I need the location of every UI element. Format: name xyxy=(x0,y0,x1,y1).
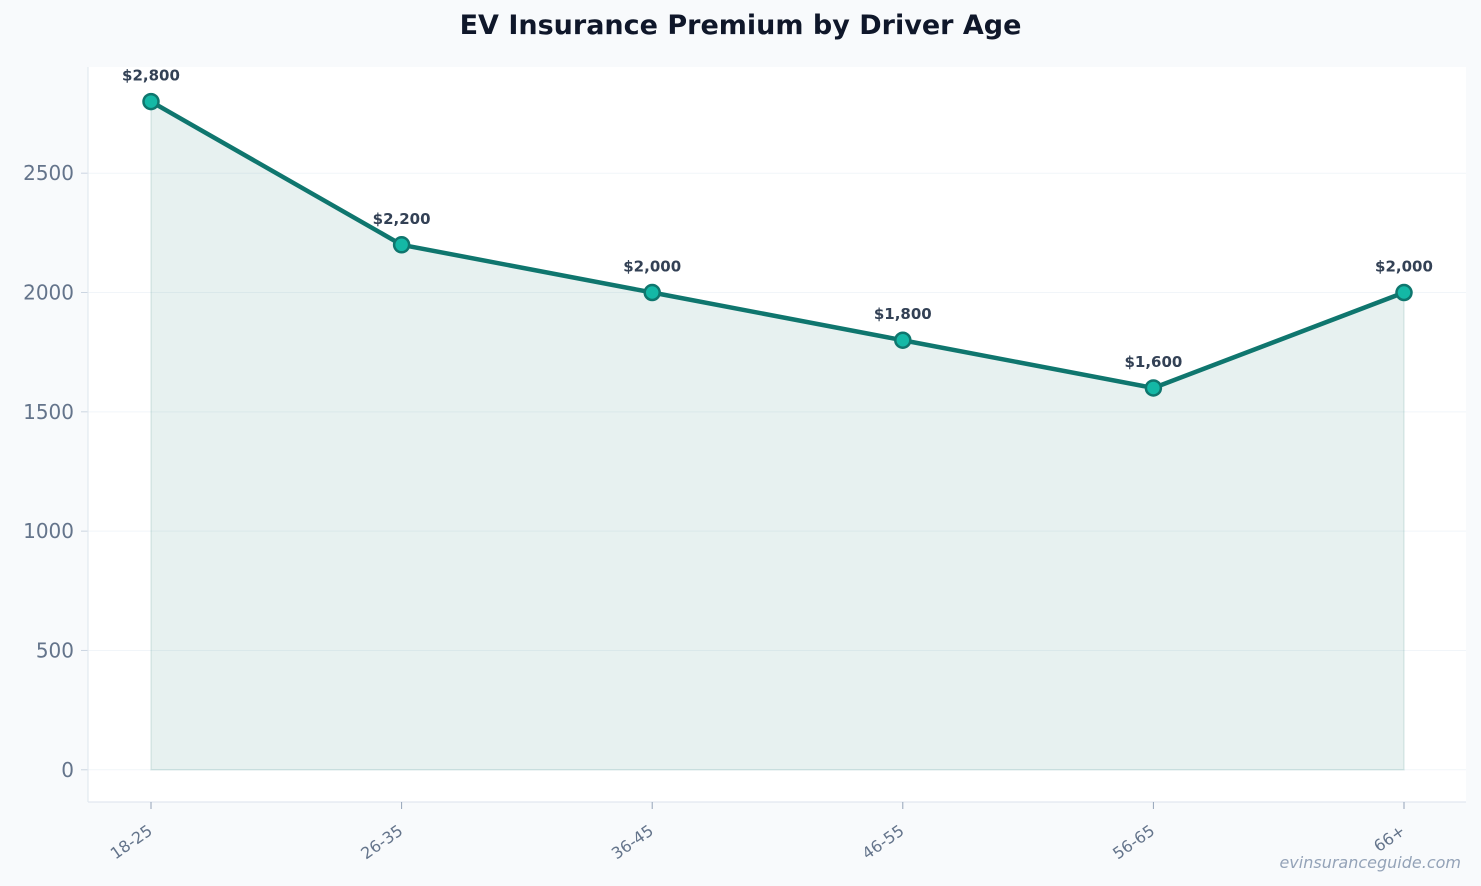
y-tick-label: 500 xyxy=(36,638,74,662)
data-point xyxy=(392,236,411,254)
plot-area xyxy=(88,67,1466,802)
data-label: $2,000 xyxy=(1375,258,1433,276)
grid-layer xyxy=(88,172,1466,771)
x-tick-label: 56-65 xyxy=(1109,821,1158,863)
x-tick-label: 36-45 xyxy=(608,821,657,863)
series-line xyxy=(148,99,1407,391)
label-layer: $2,800 $2,200 $2,000 $1,800 $1,600 $2,000 xyxy=(122,67,1433,371)
data-point xyxy=(142,92,160,111)
marker-layer xyxy=(142,92,1413,397)
y-tick-label: 0 xyxy=(61,758,74,782)
data-point xyxy=(1395,283,1413,302)
data-label: $1,600 xyxy=(1124,353,1182,371)
line-layer xyxy=(148,99,1407,391)
x-tick-label: 26-35 xyxy=(357,821,406,863)
data-point xyxy=(1144,379,1163,397)
x-tick-label: 46-55 xyxy=(859,821,908,863)
y-tick-label: 2000 xyxy=(23,281,74,305)
data-label: $2,200 xyxy=(373,210,431,228)
y-tick-label: 2500 xyxy=(23,161,74,185)
watermark: evinsuranceguide.com xyxy=(1279,853,1461,872)
data-label: $1,800 xyxy=(874,305,932,323)
chart-title: EV Insurance Premium by Driver Age xyxy=(459,10,1022,41)
data-label: $2,800 xyxy=(122,67,180,85)
data-point xyxy=(643,283,661,302)
y-tick-label: 1500 xyxy=(23,400,74,424)
y-tick-label: 1000 xyxy=(23,519,74,543)
x-tick-label: 66+ xyxy=(1370,821,1409,856)
x-tick-label: 18-25 xyxy=(107,821,156,863)
data-label: $2,000 xyxy=(623,258,681,276)
data-point xyxy=(894,331,912,349)
